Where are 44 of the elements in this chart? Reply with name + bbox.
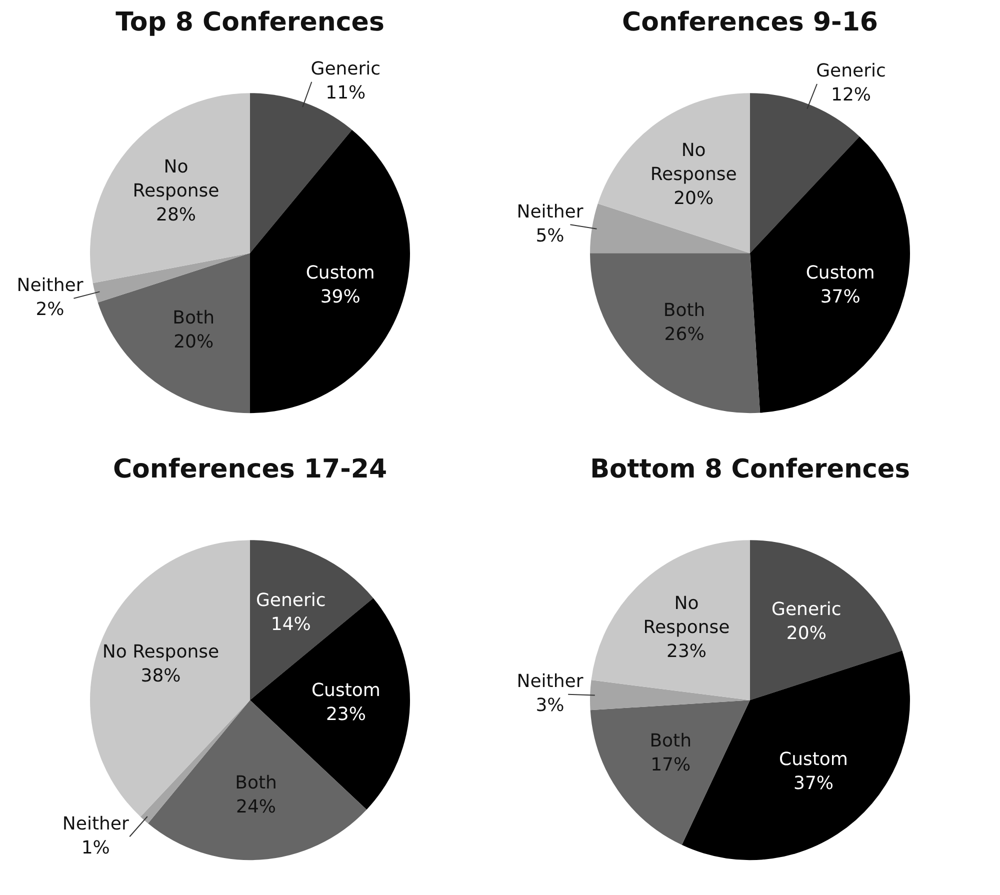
chart-title: Top 8 Conferences: [116, 7, 384, 38]
slice-label: No Response: [132, 156, 220, 202]
data-label: 37%: [820, 286, 860, 308]
data-label: 12%: [830, 84, 872, 106]
slice-label: No Response: [102, 641, 220, 662]
slice-label: No Response: [650, 140, 737, 186]
slice-label: Neither: [516, 201, 584, 222]
data-label: 26%: [664, 324, 704, 345]
chart-title: Bottom 8 Conferences: [590, 454, 910, 484]
data-label: 2%: [36, 299, 64, 320]
data-label: 24%: [236, 796, 276, 818]
slice-label: Generic: [310, 58, 381, 80]
slice-label: Custom: [311, 680, 380, 701]
chart-title: Conferences 17-24: [112, 454, 388, 484]
slice-label: Custom: [779, 748, 848, 770]
data-label: 20%: [786, 623, 826, 644]
data-label: 23%: [666, 640, 707, 662]
chart-title: Conferences 9-16: [622, 7, 878, 38]
slice-label: Both: [663, 300, 706, 321]
slice-label: Neither: [16, 275, 84, 296]
data-label: 23%: [326, 704, 366, 725]
data-label: 17%: [650, 754, 691, 776]
slice-label: No Response: [643, 592, 730, 638]
slice-label: Neither: [516, 671, 584, 692]
data-label: 3%: [536, 695, 564, 716]
slice-label: Generic: [772, 599, 842, 620]
slice-label: Custom: [806, 262, 875, 284]
slice-label: Generic: [256, 590, 326, 611]
data-label: 5%: [536, 225, 564, 246]
slice-label: Both: [650, 730, 692, 752]
slice-label: Custom: [306, 262, 375, 284]
slice-label: Both: [172, 307, 214, 328]
data-label: 14%: [270, 614, 311, 635]
data-label: 20%: [674, 188, 714, 210]
data-label: 28%: [156, 204, 196, 226]
data-label: 37%: [793, 772, 834, 794]
data-label: 1%: [81, 837, 110, 858]
data-label: 20%: [174, 331, 214, 352]
data-label: 11%: [326, 82, 366, 104]
data-label: 39%: [320, 286, 360, 308]
slice-label: Both: [235, 772, 277, 794]
data-label: 38%: [140, 665, 181, 686]
slice-label: Generic: [816, 60, 886, 82]
slice-label: Neither: [62, 813, 130, 834]
